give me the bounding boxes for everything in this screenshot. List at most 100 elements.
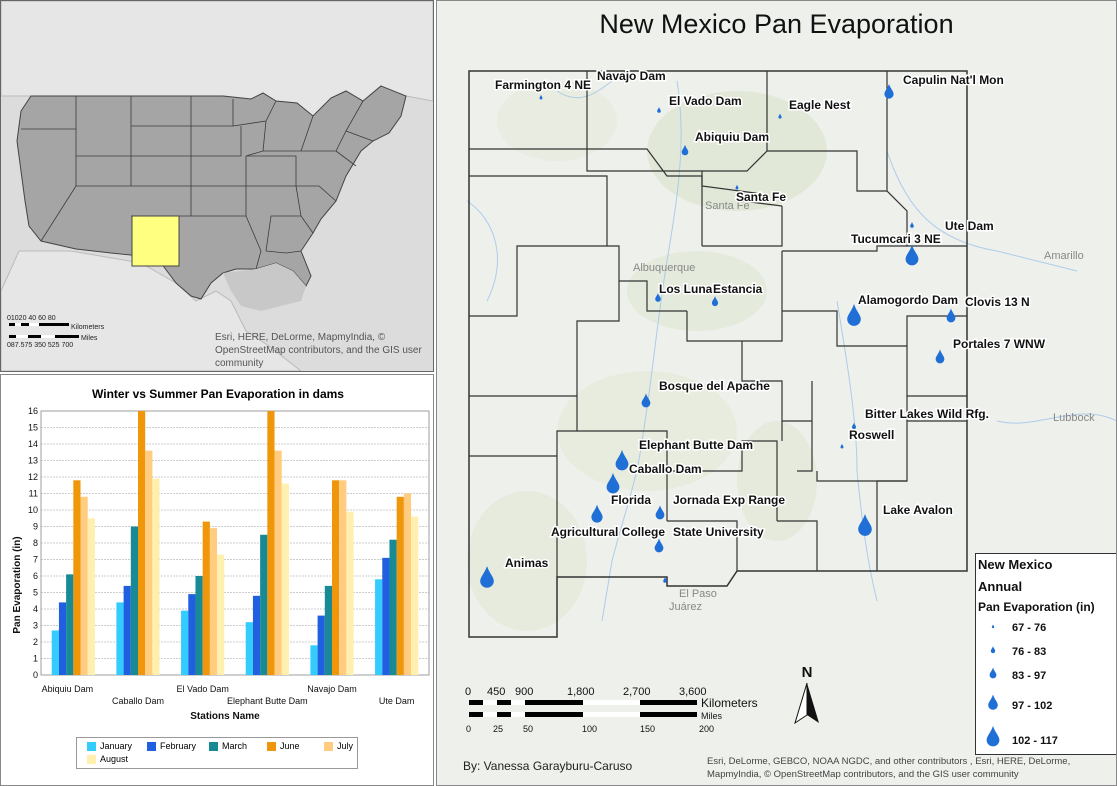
chart-legend-item: June: [267, 741, 300, 751]
rivers: [466, 70, 1116, 622]
chart-y-axis-label: Pan Evaporation (in): [12, 536, 23, 633]
station-label-agricultural-college: Agricultural College: [551, 525, 665, 539]
inset-map-canvas: 01020 40 60 80 Kilometers Miles 087.575 …: [1, 1, 433, 371]
scale-mi-unit: Miles: [701, 711, 723, 721]
chart-bar: [339, 480, 347, 675]
station-symbol-roswell: [840, 443, 844, 449]
legend-class-label-4: 102 - 117: [1012, 735, 1058, 747]
gulf-area: [223, 263, 306, 311]
chart-bar: [66, 574, 74, 675]
scale-km-1800: 1,800: [567, 686, 595, 698]
main-map-canvas: Santa Fe Albuquerque Amarillo Lubbock El…: [465, 68, 1116, 734]
station-symbol-state-university: [663, 577, 667, 583]
inset-scale-mi-labels: 087.575 350 525 700: [7, 342, 73, 349]
chart-x-tick-label: Elephant Butte Dam: [227, 696, 308, 706]
station-label-animas: Animas: [505, 556, 549, 570]
chart-legend-swatch: [147, 741, 156, 751]
chart-bar: [73, 480, 81, 675]
chart-bar: [80, 496, 88, 675]
station-label-roswell: Roswell: [849, 428, 894, 442]
chart-y-tick-label: 7: [33, 555, 38, 565]
chart-bar: [332, 480, 340, 675]
chart-x-tick-label: Navajo Dam: [307, 684, 357, 694]
chart-bar: [375, 579, 383, 675]
station-symbol-el-vado-dam: [657, 107, 661, 113]
basemap-credit: Esri, DeLorme, GEBCO, NOAA NGDC, and oth…: [707, 756, 1071, 780]
chart-x-tick-label: Caballo Dam: [112, 696, 164, 706]
chart-legend-item: March: [209, 741, 247, 751]
chart-y-tick-label: 10: [28, 505, 38, 515]
station-label-ute-dam: Ute Dam: [945, 219, 994, 233]
station-symbol-los-lunas: [655, 292, 661, 302]
scale-mi-150: 150: [640, 724, 655, 734]
station-label-navajo-dam: Navajo Dam: [597, 69, 666, 83]
station-symbol-navajo-dam: [582, 81, 588, 90]
chart-y-tick-label: 8: [33, 538, 38, 548]
chart-bar: [281, 483, 289, 675]
chart-legend-swatch: [209, 741, 218, 751]
station-label-abiquiu-dam: Abiquiu Dam: [695, 130, 769, 144]
chart-legend-item: August: [87, 754, 128, 764]
scale-km-3600: 3,600: [679, 686, 707, 698]
station-symbols: [480, 81, 956, 588]
chart-bar: [403, 493, 412, 675]
station-label-eagle-nest: Eagle Nest: [789, 98, 850, 112]
scale-mi-50: 50: [523, 724, 533, 734]
chart-y-tick-label: 14: [28, 439, 38, 449]
chart-legend-label: February: [160, 741, 197, 751]
north-arrow: N: [794, 664, 819, 725]
chart-y-tick-label: 0: [33, 670, 38, 680]
chart-bar: [252, 595, 261, 675]
chart-bar: [87, 518, 95, 675]
legend-title-1: New Mexico: [978, 557, 1053, 572]
station-label-estancia: Estancia: [713, 282, 763, 296]
station-label-capulin: Capulin Nat'l Mon: [903, 73, 1004, 87]
chart-bar: [411, 516, 419, 675]
chart-title: Winter vs Summer Pan Evaporation in dams: [92, 387, 344, 401]
station-label-florida: Florida: [611, 493, 651, 507]
station-symbol-estancia: [711, 296, 719, 307]
chart-bar: [195, 576, 203, 675]
main-scale-bar: 0 450 900 1,800 2,700 3,600 Kilometers 0…: [465, 686, 758, 734]
legend-class-label-1: 76 - 83: [1012, 646, 1046, 658]
city-label-juarez: Juárez: [669, 601, 702, 613]
north-arrow-label: N: [802, 664, 813, 681]
city-label-lubbock: Lubbock: [1053, 412, 1095, 424]
station-label-santa-fe: Santa Fe: [736, 190, 786, 204]
chart-bar: [116, 602, 124, 675]
chart-bar: [396, 496, 404, 675]
chart-x-tick-label: Abiquiu Dam: [42, 684, 94, 694]
station-label-farmington: Farmington 4 NE: [495, 78, 591, 92]
map-title: New Mexico Pan Evaporation: [599, 9, 954, 39]
station-symbol-bosque-del-apache: [641, 393, 651, 408]
chart-x-tick-label: El Vado Dam: [176, 684, 228, 694]
chart-bar: [152, 478, 160, 675]
station-symbol-capulin-nat-l-mon: [884, 83, 894, 99]
chart-bar: [202, 521, 210, 675]
terrain-shading: [467, 81, 827, 631]
chart-bar: [209, 528, 218, 675]
inset-scale-km-unit: Kilometers: [71, 324, 105, 331]
chart-legend: January February March June July August: [76, 737, 358, 769]
station-label-state-university: State University: [673, 525, 764, 539]
legend-class-label-2: 83 - 97: [1012, 670, 1046, 682]
legend-title-2: Annual: [978, 579, 1023, 594]
chart-y-tick-label: 9: [33, 522, 38, 532]
chart-y-tick-label: 11: [29, 489, 38, 499]
legend-title-3: Pan Evaporation (in): [978, 600, 1095, 614]
station-symbol-ute-dam: [910, 222, 914, 228]
inset-scale-mi-unit: Miles: [81, 335, 98, 342]
chart-bar: [346, 511, 354, 675]
chart-legend-swatch: [87, 741, 96, 751]
usa-shape: [16, 85, 407, 300]
chart-legend-item: July: [324, 741, 353, 751]
station-label-caballo-dam: Caballo Dam: [629, 462, 702, 476]
station-symbol-alamogordo-dam: [847, 304, 861, 326]
chart-bar: [389, 539, 397, 675]
station-label-tucumcari: Tucumcari 3 NE: [851, 232, 941, 246]
inset-credit: Esri, HERE, DeLorme, MapmyIndia, © OpenS…: [215, 332, 422, 369]
station-label-clovis: Clovis 13 N: [965, 295, 1030, 309]
legend-symbol-0: [991, 624, 995, 629]
city-label-albuquerque: Albuquerque: [633, 262, 695, 274]
station-symbol-portales-7-wnw: [935, 349, 945, 364]
